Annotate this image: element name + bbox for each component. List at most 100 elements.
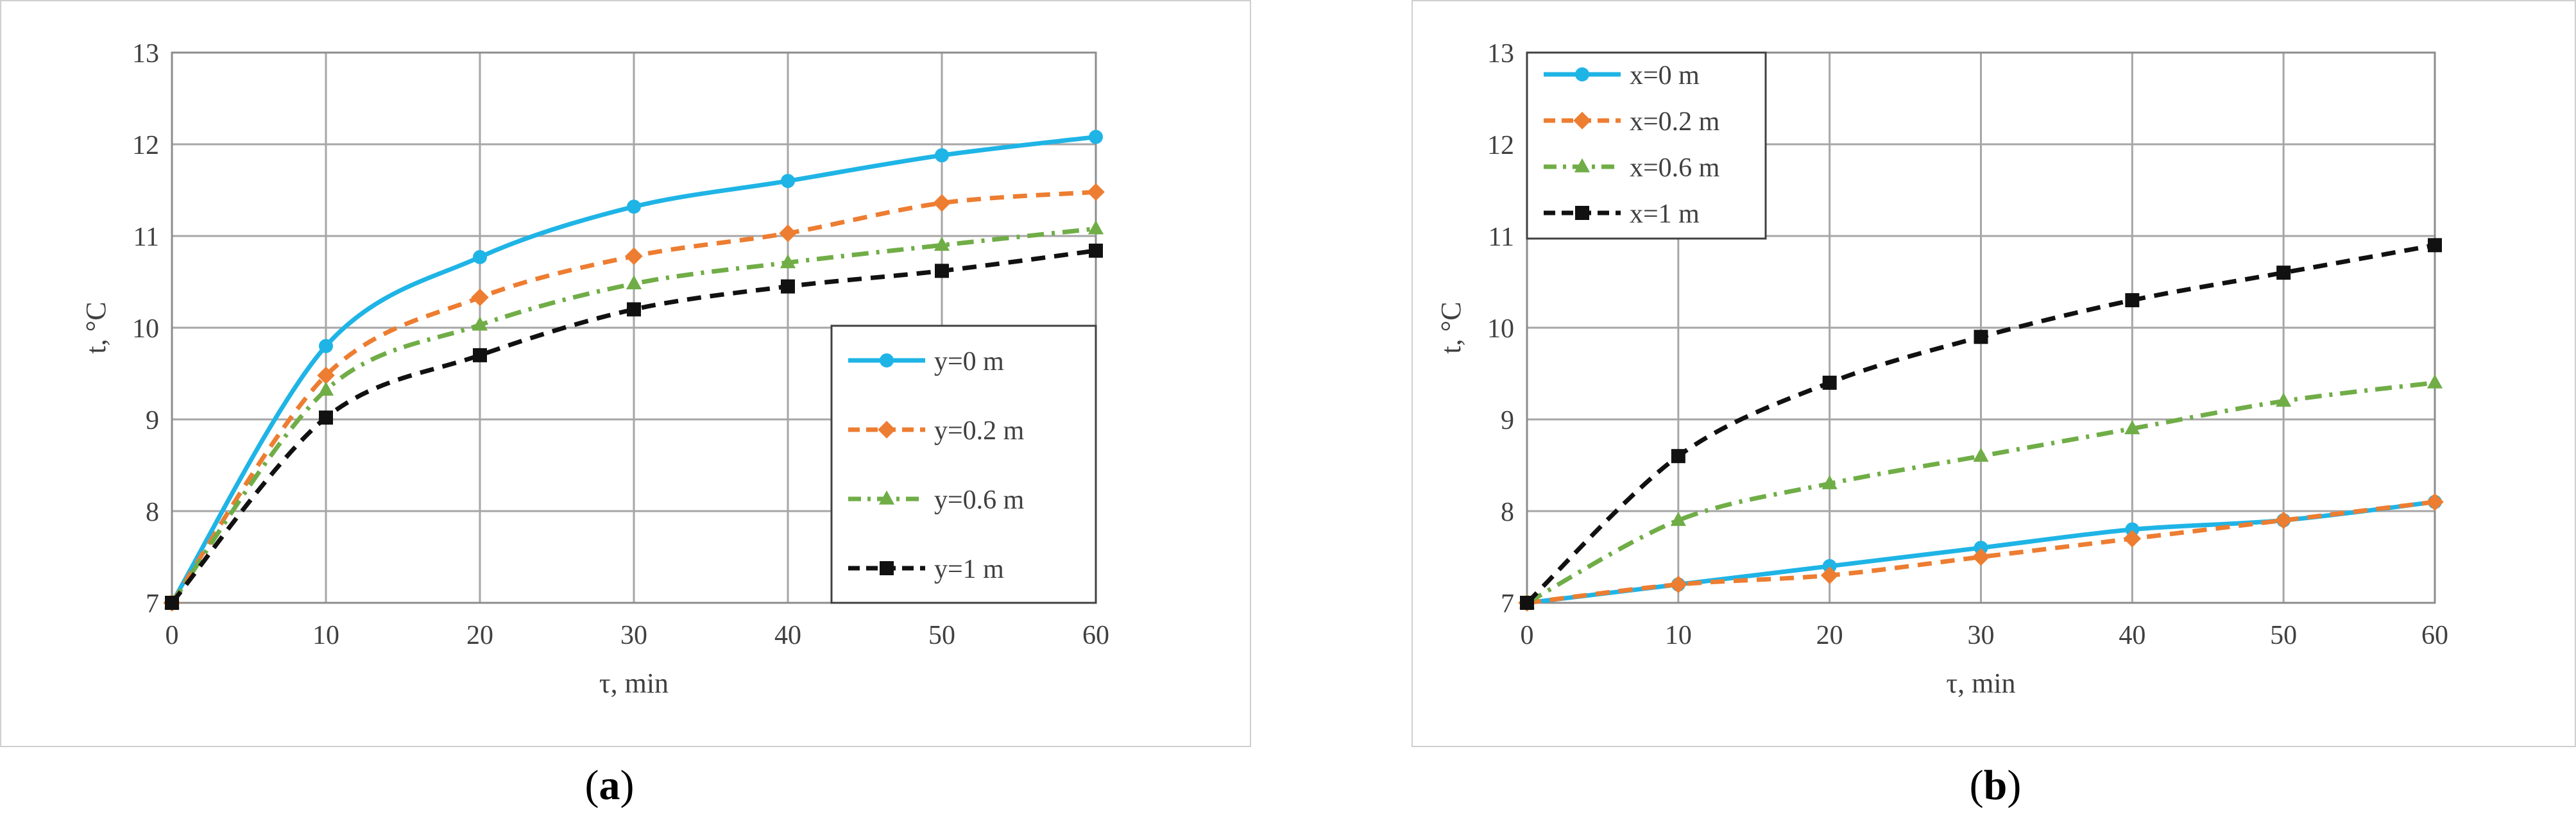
legend-item: y=0 m	[848, 347, 1004, 376]
data-point	[781, 174, 795, 189]
x-tick-label: 0	[1521, 621, 1534, 650]
caption-letter: a	[599, 762, 620, 809]
legend-marker	[1574, 158, 1591, 173]
x-tick-label: 0	[166, 621, 179, 650]
y-tick-label: 8	[1501, 498, 1514, 527]
x-tick-label: 30	[1968, 621, 1995, 650]
data-point	[1822, 375, 1837, 390]
legend-label: y=0.6 m	[934, 485, 1025, 515]
y-tick-label: 11	[1488, 223, 1514, 252]
series-x-1-m	[1520, 238, 2442, 610]
data-point	[625, 247, 643, 266]
caption-open: (	[1969, 762, 1984, 809]
y-tick-label: 13	[132, 39, 159, 69]
x-axis-title: τ, min	[1946, 668, 2015, 699]
y-tick-label: 7	[146, 589, 159, 619]
data-point	[779, 224, 797, 242]
data-point	[1089, 130, 1103, 144]
y-tick-label: 10	[132, 314, 159, 344]
data-point	[1821, 475, 1838, 489]
data-point	[1973, 448, 1989, 462]
y-tick-label: 8	[146, 498, 159, 527]
x-tick-label: 30	[620, 621, 647, 650]
legend-item: y=0.2 m	[848, 416, 1025, 446]
data-point	[2125, 293, 2140, 308]
data-point	[780, 254, 796, 269]
data-point	[317, 366, 335, 385]
legend-item: y=1 m	[848, 555, 1004, 584]
x-tick-label: 60	[1082, 621, 1109, 650]
legend-label: x=0.2 m	[1630, 107, 1720, 137]
data-point	[1972, 548, 1990, 566]
legend-marker	[880, 353, 894, 367]
legend-label: y=1 m	[934, 555, 1004, 584]
data-point	[319, 410, 333, 425]
legend: y=0 m y=0.2 m y=0.6 m y=1 m	[830, 324, 1097, 604]
data-point	[933, 194, 951, 212]
data-point	[2123, 530, 2142, 548]
y-axis-title: t, °C	[1435, 301, 1467, 353]
legend-box	[830, 324, 1097, 604]
x-tick-label: 40	[2119, 621, 2145, 650]
caption-close: )	[2007, 762, 2022, 809]
panel-b-frame	[1412, 0, 2576, 747]
y-tick-label: 12	[132, 131, 159, 160]
panel-a-frame	[0, 0, 1251, 747]
data-point	[2276, 392, 2292, 407]
x-tick-label: 10	[312, 621, 339, 650]
y-axis-title: t, °C	[80, 301, 112, 353]
chart-b: 7 8 9 10 11 12 13 0 10 20 30 40 50 60 τ, min t, °C x=0 m…	[1435, 39, 2448, 699]
legend-marker	[878, 421, 896, 439]
caption-close: )	[620, 762, 635, 809]
data-point	[1087, 183, 1105, 201]
plot-area	[1526, 51, 2436, 604]
data-point	[1974, 541, 1988, 555]
data-point	[1520, 596, 1534, 610]
data-point	[2124, 420, 2140, 435]
y-tick-label: 10	[1487, 314, 1514, 344]
series-line	[1525, 242, 2435, 605]
legend-marker	[1575, 206, 1589, 220]
legend-label: x=0 m	[1630, 61, 1700, 90]
legend-marker	[878, 490, 895, 505]
series-line	[170, 189, 1096, 604]
legend-item: x=0 m	[1544, 61, 1700, 90]
legend-box	[1526, 51, 1767, 240]
y-tick-label: 11	[133, 223, 159, 252]
data-point	[1822, 559, 1837, 573]
data-point	[934, 237, 950, 251]
x-tick-label: 50	[928, 621, 955, 650]
data-point	[1671, 449, 1685, 464]
data-point	[1974, 330, 1988, 344]
series-line	[170, 226, 1096, 605]
legend-item: x=0.2 m	[1544, 107, 1720, 137]
data-point	[626, 275, 642, 290]
legend-item: x=0.6 m	[1544, 153, 1720, 183]
chart-a: 7 8 9 10 11 12 13 0 10 20 30 40 50 60 τ, min t, °C y=0 m…	[80, 39, 1109, 699]
data-point	[2426, 493, 2444, 511]
y-tick-label: 9	[1501, 406, 1514, 435]
caption-open: (	[584, 762, 599, 809]
caption-letter: b	[1983, 762, 2008, 809]
data-point	[471, 289, 489, 307]
legend-marker	[880, 561, 894, 575]
x-tick-label: 50	[2270, 621, 2297, 650]
data-point	[472, 316, 488, 331]
y-tick-label: 7	[1501, 589, 1514, 619]
data-point	[781, 279, 795, 294]
data-point	[935, 148, 949, 163]
series-y-1-m	[165, 243, 1103, 610]
legend-label: y=0 m	[934, 347, 1004, 376]
data-point	[2125, 522, 2140, 537]
data-point	[627, 199, 641, 214]
x-tick-label: 10	[1665, 621, 1692, 650]
data-point	[473, 249, 487, 264]
legend-label: y=0.2 m	[934, 416, 1025, 446]
data-point	[1088, 220, 1104, 235]
x-tick-label: 40	[774, 621, 801, 650]
x-tick-label: 20	[466, 621, 493, 650]
data-point	[1820, 566, 1839, 584]
data-point	[1089, 243, 1103, 258]
data-point	[2428, 238, 2442, 253]
